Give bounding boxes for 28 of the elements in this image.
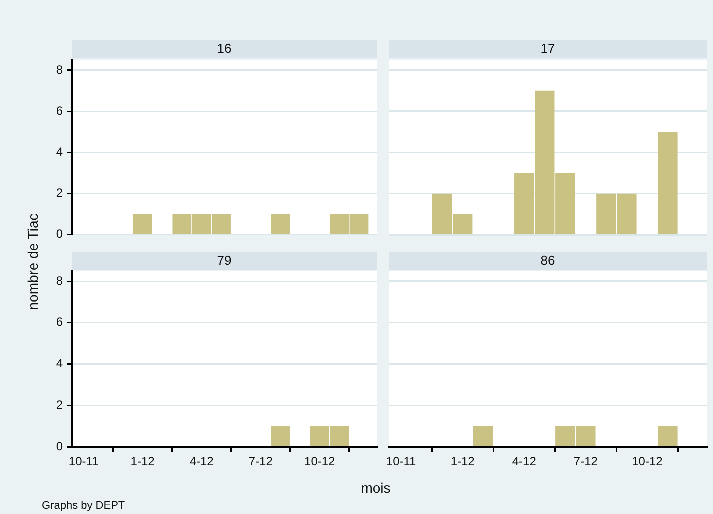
x-tick-label: 4-12 (190, 454, 214, 469)
chart-title: 86 (389, 252, 707, 270)
y-tick-label: 6 (56, 104, 64, 118)
x-tick-label: 7-12 (574, 454, 598, 469)
y-tick-label: 8 (56, 62, 64, 77)
x-tick-label: 4-12 (512, 454, 537, 469)
y-tick-label: 0 (56, 227, 64, 242)
x-tick-label: 1-12 (450, 454, 476, 469)
chart-title: 17 (389, 40, 707, 58)
x-tick-label: 10-11 (386, 454, 417, 469)
x-tick-label: 10-12 (304, 454, 336, 469)
y-tick-label: 2 (56, 398, 64, 412)
x-axis-title: mois (361, 480, 391, 496)
x-tick-label: 10-11 (68, 454, 100, 469)
y-tick-label: 4 (56, 356, 64, 371)
text: Graphs by DEPT (42, 500, 126, 512)
y-tick-label: 6 (56, 315, 64, 330)
y-tick-label: 2 (56, 186, 64, 200)
bar (658, 132, 678, 234)
y-tick-label: 4 (56, 144, 64, 159)
y-axis-title: nombre de Tiac (25, 214, 41, 310)
x-tick-label: 1-12 (130, 454, 156, 469)
x-tick-label: 10-12 (632, 454, 664, 469)
y-tick-label: 0 (56, 439, 64, 454)
chart-title: 16 (72, 40, 377, 58)
y-tick-label: 8 (56, 274, 64, 288)
x-tick-label: 7-12 (248, 454, 274, 469)
chart-title: 79 (72, 252, 377, 270)
